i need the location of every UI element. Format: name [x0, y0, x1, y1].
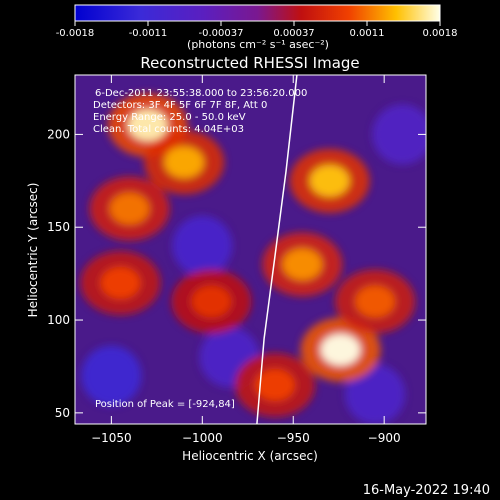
y-axis-ticks [75, 133, 426, 414]
heatmap-hotspot [100, 266, 141, 299]
colorbar-tick-label: 0.0018 [423, 28, 458, 39]
x-tick-label: −1000 [182, 431, 223, 445]
heatmap-hotspot [191, 285, 232, 318]
annotation-total-counts: Clean. Total counts: 4.04E+03 [93, 124, 244, 135]
colorbar-tick-label: -0.0011 [129, 28, 168, 39]
colorbar-ticks [74, 21, 441, 26]
y-axis-tick-labels: 50 100 150 200 [47, 127, 70, 419]
y-tick-label: 100 [47, 313, 70, 327]
annotation-time-range: 6-Dec-2011 23:55:38.000 to 23:56:20.000 [95, 88, 307, 99]
plot-frame [74, 74, 427, 425]
colorbar-tick-label: -0.00037 [199, 28, 244, 39]
x-tick-label: −900 [368, 431, 401, 445]
heatmap-coldspot [372, 104, 426, 165]
heatmap-field [80, 93, 426, 424]
x-axis-ticks [110, 75, 385, 424]
y-tick-label: 50 [55, 406, 70, 420]
colorbar [74, 4, 441, 22]
x-tick-label: −1050 [91, 431, 132, 445]
colorbar-tick-label: 0.0011 [350, 28, 385, 39]
x-axis-tick-labels: −1050 −1000 −950 −900 [91, 431, 401, 445]
heatmap-coldspot [172, 215, 233, 276]
annotation-energy-range: Energy Range: 25.0 - 50.0 keV [93, 112, 246, 123]
solar-limb-line [256, 75, 298, 424]
y-axis-label: Heliocentric Y (arcsec) [26, 183, 40, 318]
annotation-peak-position: Position of Peak = [-924,84] [95, 399, 235, 410]
x-axis-label: Heliocentric X (arcsec) [182, 449, 318, 463]
heatmap-hotspot [109, 192, 150, 225]
colorbar-tick-label: -0.0018 [56, 28, 95, 39]
heatmap-hotspot [127, 109, 168, 142]
annotation-detectors: Detectors: 3F 4F 5F 6F 7F 8F, Att 0 [93, 100, 267, 111]
x-tick-label: −950 [277, 431, 310, 445]
heatmap-coldspot [345, 364, 406, 424]
heatmap-hotspot [320, 333, 361, 366]
footer-date: 16-May-2022 19:40 [363, 483, 490, 498]
heatmap-hotspot [164, 146, 205, 179]
heatmap-hotspot [282, 248, 323, 281]
y-tick-label: 200 [47, 127, 70, 141]
heatmap-hotspot [309, 164, 350, 197]
colorbar-tick-label: 0.00037 [273, 28, 314, 39]
y-tick-label: 150 [47, 220, 70, 234]
heatmap-hotspot [355, 285, 396, 318]
heatmap-coldspot [81, 345, 142, 406]
heatmap-hotspot [255, 369, 296, 402]
colorbar-tick-labels: -0.0018 -0.0011 -0.00037 0.00037 0.0011 0.001… [56, 28, 458, 39]
chart-title: Reconstructed RHESSI Image [140, 54, 359, 72]
colorbar-unit-label: (photons cm⁻² s⁻¹ asec⁻²) [187, 38, 329, 51]
